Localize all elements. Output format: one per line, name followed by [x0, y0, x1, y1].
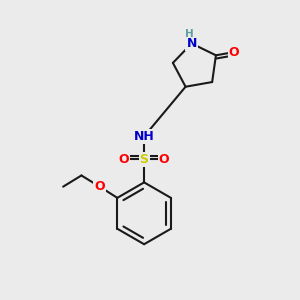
Text: O: O	[159, 153, 170, 166]
Text: H: H	[185, 29, 194, 39]
Text: O: O	[94, 180, 105, 193]
Text: O: O	[229, 46, 239, 59]
Text: N: N	[187, 37, 197, 50]
Text: NH: NH	[134, 130, 154, 143]
Text: O: O	[119, 153, 129, 166]
Text: S: S	[140, 153, 148, 166]
